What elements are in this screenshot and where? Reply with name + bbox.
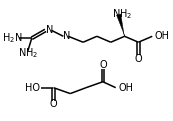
Text: N: N: [63, 31, 70, 41]
Text: $\mathrm{H_2N}$: $\mathrm{H_2N}$: [2, 31, 22, 45]
Text: O: O: [99, 60, 107, 70]
Text: N: N: [46, 25, 53, 35]
Text: HO: HO: [25, 83, 40, 93]
Polygon shape: [117, 14, 125, 36]
Text: $\mathrm{NH_2}$: $\mathrm{NH_2}$: [112, 8, 133, 21]
Text: OH: OH: [118, 83, 133, 93]
Text: O: O: [135, 54, 142, 64]
Text: O: O: [50, 99, 57, 110]
Text: OH: OH: [155, 31, 170, 41]
Text: $\mathrm{NH_2}$: $\mathrm{NH_2}$: [18, 46, 38, 60]
